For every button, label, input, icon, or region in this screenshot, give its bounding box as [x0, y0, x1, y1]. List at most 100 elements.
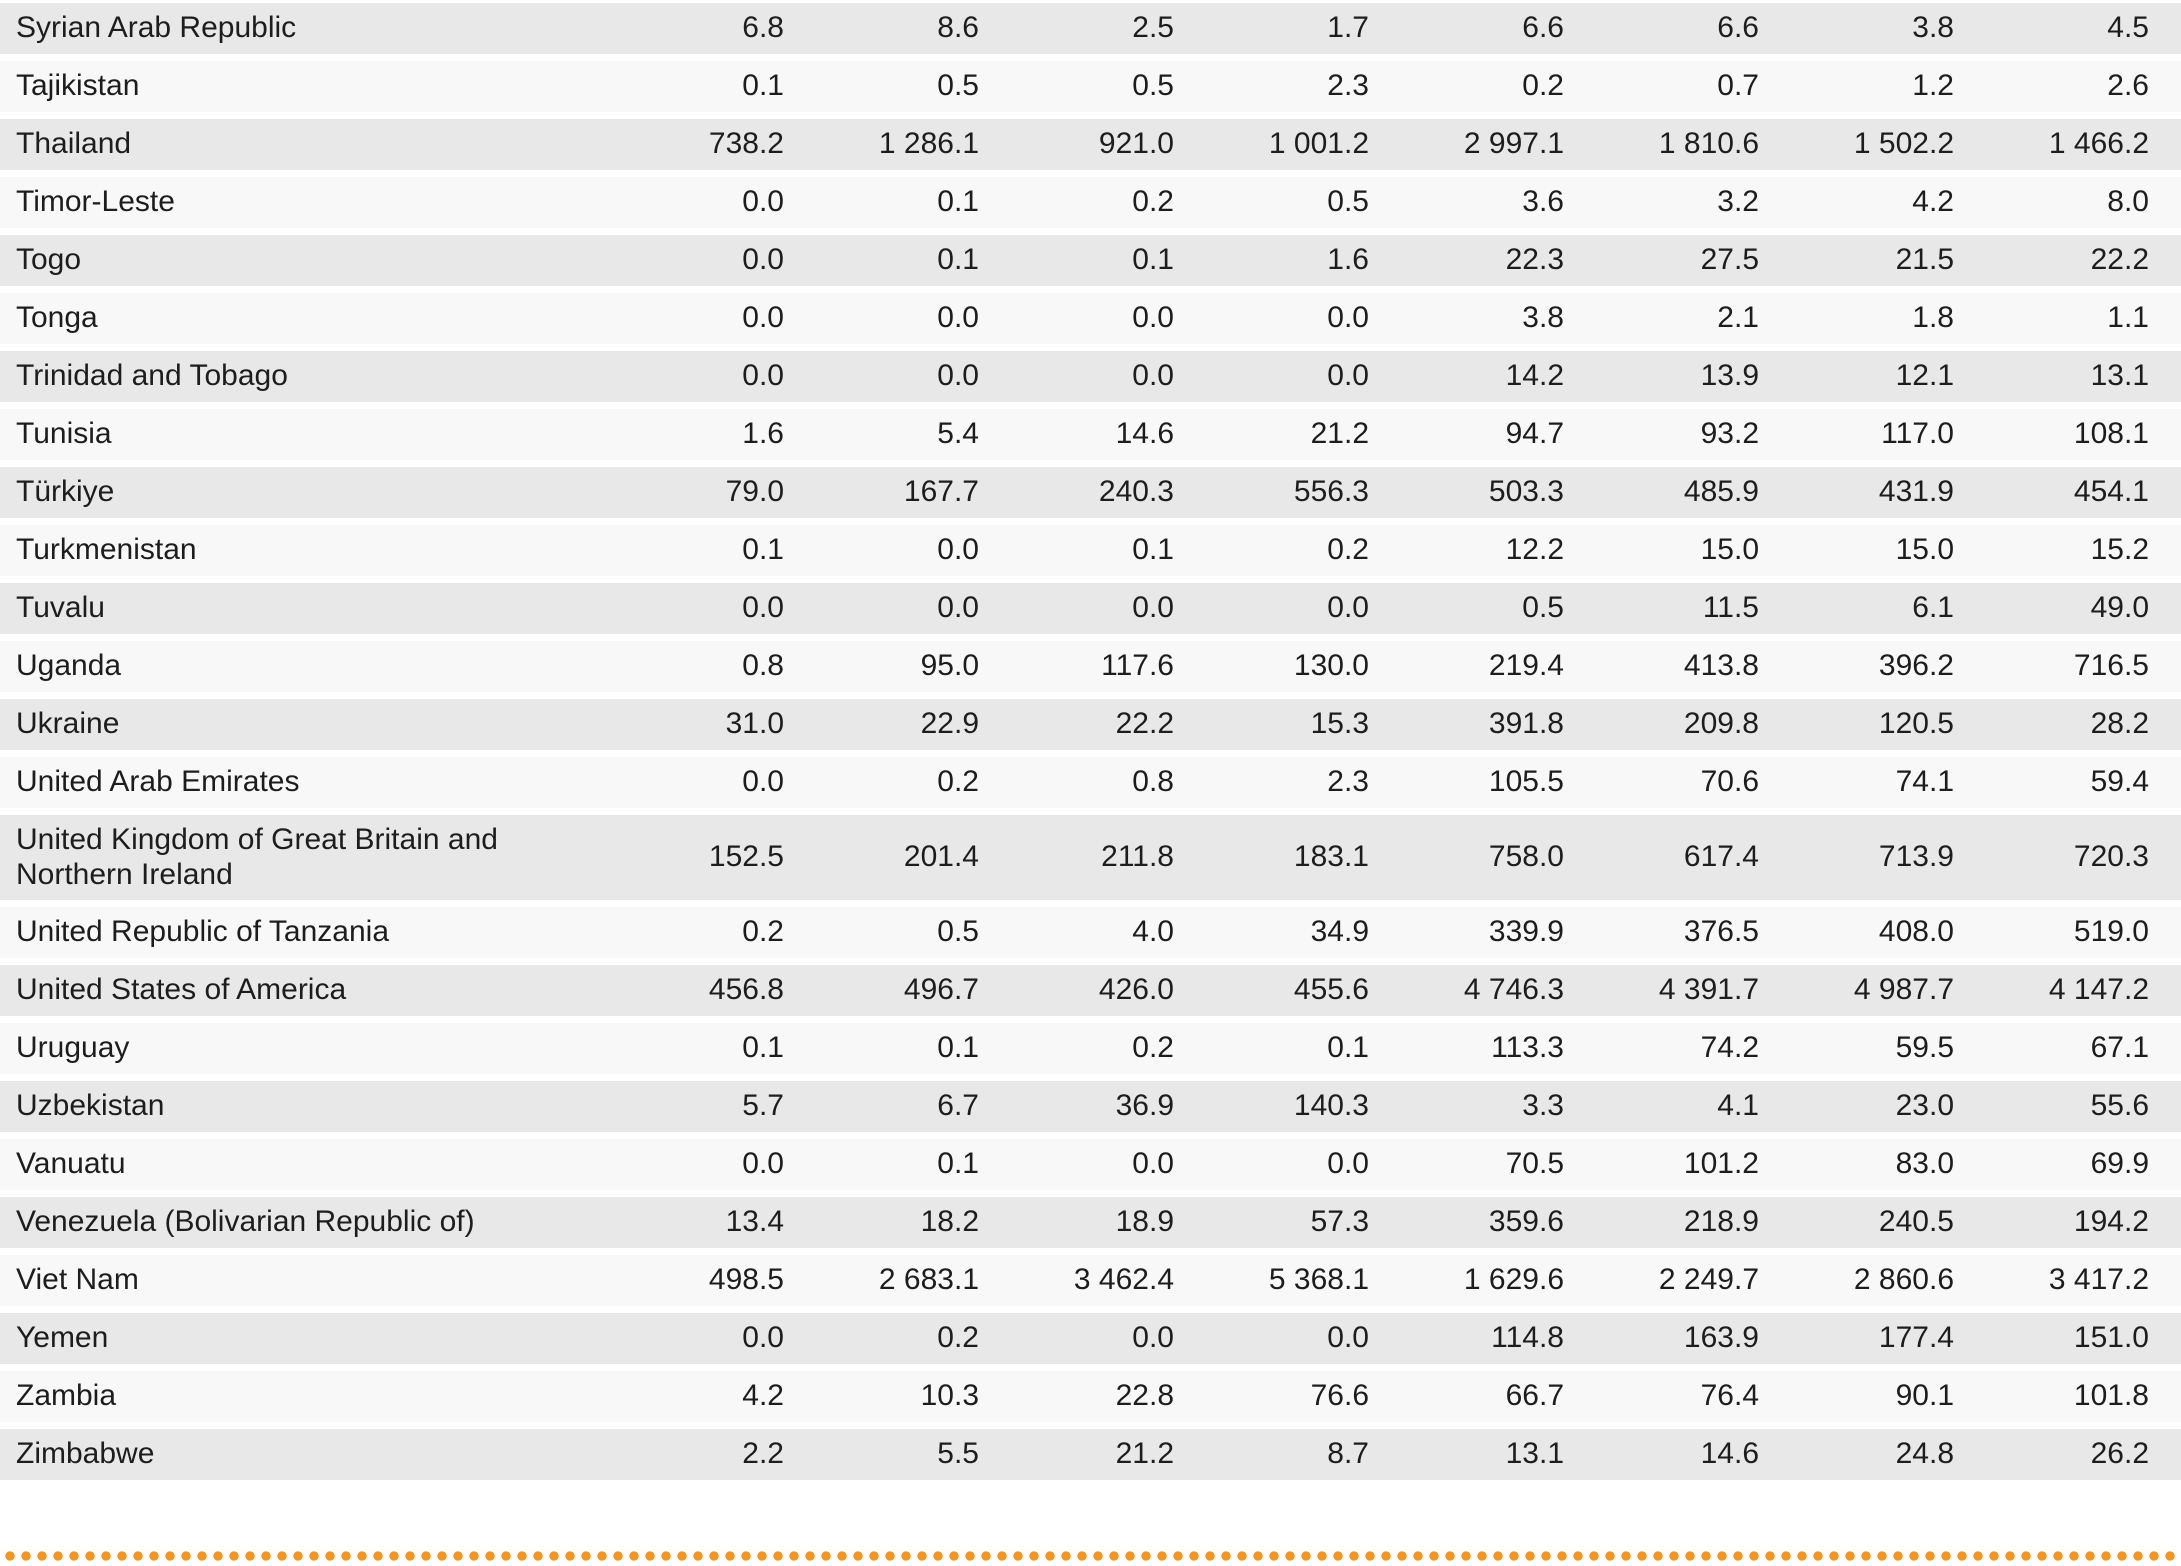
- value-cell: 21.2: [1115, 1437, 1174, 1471]
- value-cell: 454.1: [2073, 475, 2149, 509]
- value-cell: 6.8: [742, 11, 784, 45]
- table-row: United Republic of Tanzania 0.2 0.5 4.0 …: [0, 907, 2181, 958]
- value-cell: 3.2: [1717, 185, 1759, 219]
- value-cell: 3.8: [1522, 301, 1564, 335]
- value-cell: 0.5: [937, 69, 979, 103]
- value-cell: 240.5: [1878, 1205, 1954, 1239]
- value-cell: 0.2: [1522, 69, 1564, 103]
- value-cell: 2 997.1: [1463, 127, 1564, 161]
- value-cell: 183.1: [1293, 840, 1369, 874]
- value-cell: 15.0: [1895, 533, 1954, 567]
- value-cell: 391.8: [1488, 707, 1564, 741]
- value-cell: 496.7: [903, 973, 979, 1007]
- value-cell: 0.0: [937, 533, 979, 567]
- value-cell: 10.3: [920, 1379, 979, 1413]
- value-cell: 3 462.4: [1073, 1263, 1174, 1297]
- country-cell: Tuvalu: [16, 591, 105, 625]
- value-cell: 101.2: [1683, 1147, 1759, 1181]
- value-cell: 5.5: [937, 1437, 979, 1471]
- country-cell: Tunisia: [16, 417, 112, 451]
- country-cell: Yemen: [16, 1321, 109, 1355]
- value-cell: 22.9: [920, 707, 979, 741]
- value-cell: 23.0: [1895, 1089, 1954, 1123]
- value-cell: 13.1: [2090, 359, 2149, 393]
- value-cell: 1.6: [1327, 243, 1369, 277]
- value-cell: 94.7: [1505, 417, 1564, 451]
- value-cell: 219.4: [1488, 649, 1564, 683]
- country-cell: United States of America: [16, 973, 347, 1007]
- value-cell: 0.0: [1132, 591, 1174, 625]
- value-cell: 0.5: [1522, 591, 1564, 625]
- value-cell: 2 249.7: [1658, 1263, 1759, 1297]
- value-cell: 426.0: [1098, 973, 1174, 1007]
- value-cell: 70.5: [1505, 1147, 1564, 1181]
- table-row: Syrian Arab Republic 6.8 8.6 2.5 1.7 6.6…: [0, 3, 2181, 54]
- value-cell: 8.0: [2107, 185, 2149, 219]
- value-cell: 93.2: [1700, 417, 1759, 451]
- value-cell: 1 001.2: [1268, 127, 1369, 161]
- country-cell: Uruguay: [16, 1031, 130, 1065]
- value-cell: 201.4: [903, 840, 979, 874]
- value-cell: 4.0: [1132, 915, 1174, 949]
- value-cell: 376.5: [1683, 915, 1759, 949]
- value-cell: 1 502.2: [1853, 127, 1954, 161]
- table-row: Tonga 0.0 0.0 0.0 0.0 3.8 2.1 1.8 1.1: [0, 293, 2181, 344]
- country-cell: Uzbekistan: [16, 1089, 165, 1123]
- value-cell: 120.5: [1878, 707, 1954, 741]
- value-cell: 456.8: [708, 973, 784, 1007]
- table-row: Uruguay 0.1 0.1 0.2 0.1 113.3 74.2 59.5 …: [0, 1023, 2181, 1074]
- value-cell: 1 286.1: [878, 127, 979, 161]
- value-cell: 105.5: [1488, 765, 1564, 799]
- country-cell: Togo: [16, 243, 82, 277]
- value-cell: 0.1: [1132, 243, 1174, 277]
- value-cell: 6.1: [1912, 591, 1954, 625]
- country-data-table: Syrian Arab Republic 6.8 8.6 2.5 1.7 6.6…: [0, 3, 2181, 1480]
- value-cell: 6.6: [1522, 11, 1564, 45]
- value-cell: 26.2: [2090, 1437, 2149, 1471]
- table-row: Ukraine 31.0 22.9 22.2 15.3 391.8 209.8 …: [0, 699, 2181, 750]
- value-cell: 14.6: [1700, 1437, 1759, 1471]
- value-cell: 4 987.7: [1853, 973, 1954, 1007]
- country-cell: Vanuatu: [16, 1147, 126, 1181]
- value-cell: 617.4: [1683, 840, 1759, 874]
- value-cell: 0.0: [742, 591, 784, 625]
- value-cell: 67.1: [2090, 1031, 2149, 1065]
- value-cell: 0.0: [742, 1147, 784, 1181]
- value-cell: 0.1: [937, 185, 979, 219]
- value-cell: 0.8: [1132, 765, 1174, 799]
- country-cell: Venezuela (Bolivarian Republic of): [16, 1205, 475, 1239]
- value-cell: 4.2: [742, 1379, 784, 1413]
- value-cell: 152.5: [708, 840, 784, 874]
- country-cell: Tajikistan: [16, 69, 140, 103]
- country-cell: Zimbabwe: [16, 1437, 155, 1471]
- value-cell: 24.8: [1895, 1437, 1954, 1471]
- value-cell: 359.6: [1488, 1205, 1564, 1239]
- value-cell: 22.2: [1115, 707, 1174, 741]
- value-cell: 59.4: [2090, 765, 2149, 799]
- value-cell: 95.0: [920, 649, 979, 683]
- value-cell: 0.0: [1327, 1321, 1369, 1355]
- table-row: Tajikistan 0.1 0.5 0.5 2.3 0.2 0.7 1.2 2…: [0, 61, 2181, 112]
- value-cell: 1.7: [1327, 11, 1369, 45]
- table-row: Türkiye 79.0 167.7 240.3 556.3 503.3 485…: [0, 467, 2181, 518]
- value-cell: 0.0: [742, 185, 784, 219]
- value-cell: 0.5: [1327, 185, 1369, 219]
- value-cell: 27.5: [1700, 243, 1759, 277]
- value-cell: 0.0: [742, 765, 784, 799]
- value-cell: 3 417.2: [2048, 1263, 2149, 1297]
- value-cell: 2.5: [1132, 11, 1174, 45]
- value-cell: 0.0: [1327, 1147, 1369, 1181]
- value-cell: 12.2: [1505, 533, 1564, 567]
- table-row: Venezuela (Bolivarian Republic of) 13.4 …: [0, 1197, 2181, 1248]
- value-cell: 0.0: [1132, 301, 1174, 335]
- country-cell: Türkiye: [16, 475, 115, 509]
- value-cell: 0.1: [937, 243, 979, 277]
- value-cell: 74.1: [1895, 765, 1954, 799]
- value-cell: 211.8: [1101, 840, 1174, 874]
- value-cell: 14.6: [1115, 417, 1174, 451]
- value-cell: 0.0: [1132, 359, 1174, 393]
- value-cell: 36.9: [1115, 1089, 1174, 1123]
- value-cell: 11.5: [1702, 591, 1759, 625]
- value-cell: 101.8: [2073, 1379, 2149, 1413]
- value-cell: 21.2: [1310, 417, 1369, 451]
